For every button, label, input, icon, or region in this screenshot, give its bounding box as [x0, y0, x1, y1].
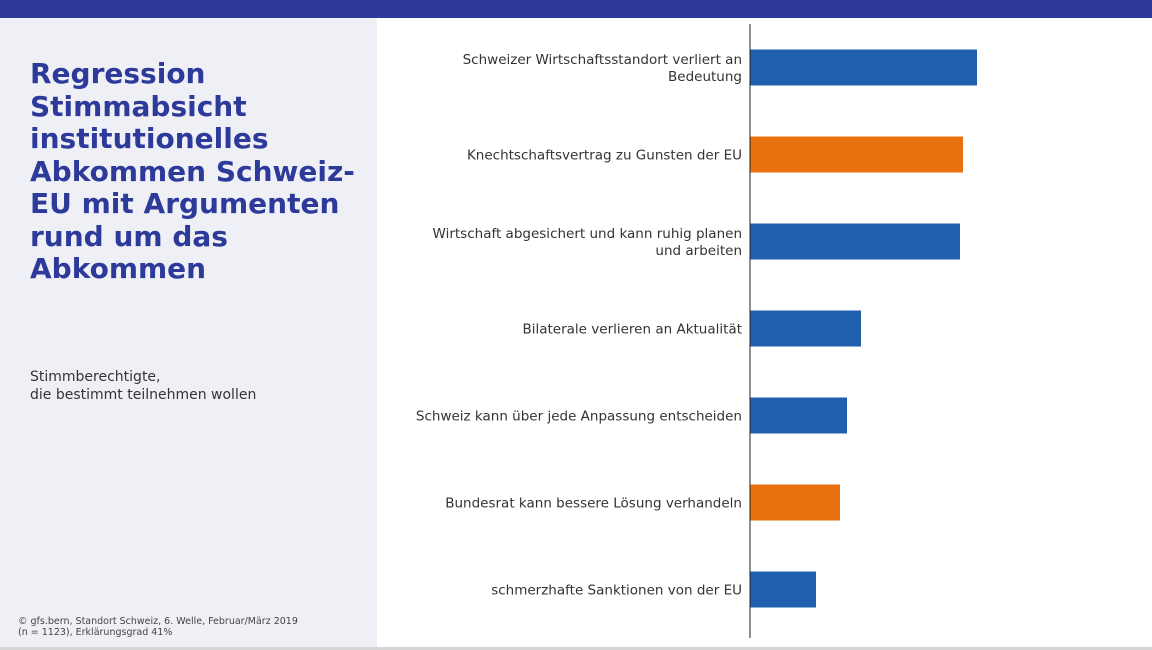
category-label: Knechtschaftsvertrag zu Gunsten der EU [467, 148, 742, 164]
bar [750, 397, 847, 434]
category-label: Wirtschaft abgesichert und kann ruhig pl… [433, 226, 742, 259]
subtitle-line-2: die bestimmt teilnehmen wollen [30, 387, 257, 403]
subtitle: Stimmberechtigte, die bestimmt teilnehme… [30, 368, 350, 404]
header-bar [0, 0, 1152, 18]
category-label: Bundesrat kann bessere Lösung verhandeln [445, 496, 742, 512]
bar [750, 49, 977, 86]
left-panel [0, 18, 377, 647]
subtitle-line-1: Stimmberechtigte, [30, 369, 161, 385]
bar [750, 223, 960, 260]
bar-chart: Schweizer Wirtschaftsstandort verliert a… [416, 24, 977, 638]
category-label: Bilaterale verlieren an Aktualität [522, 322, 742, 338]
bar [750, 484, 840, 521]
category-label: Schweizer Wirtschaftsstandort verliert a… [463, 52, 742, 85]
page-title: Regression Stimmabsicht institutionelles… [30, 57, 355, 285]
bar [750, 310, 861, 347]
source-line-2: (n = 1123), Erklärungsgrad 41% [18, 627, 173, 638]
category-label: Schweiz kann über jede Anpassung entsche… [416, 409, 742, 425]
category-label: schmerzhafte Sanktionen von der EU [491, 583, 742, 599]
source-line-1: © gfs.bern, Standort Schweiz, 6. Welle, … [18, 616, 298, 627]
source-note: © gfs.bern, Standort Schweiz, 6. Welle, … [18, 616, 368, 638]
bar [750, 136, 963, 173]
bottom-rule [0, 647, 1152, 650]
bar [750, 571, 816, 608]
